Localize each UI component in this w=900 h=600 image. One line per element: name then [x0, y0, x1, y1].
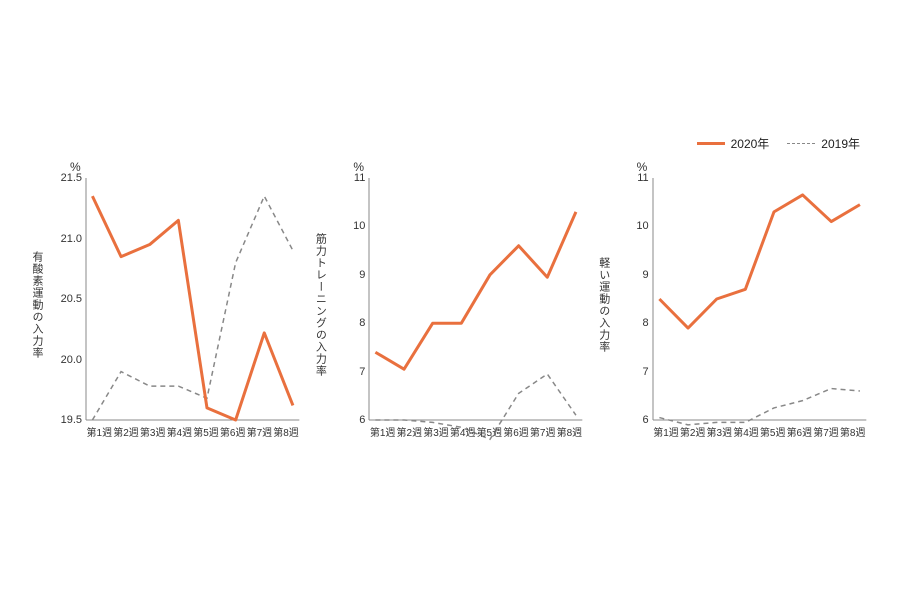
xtick: 第1週 — [86, 424, 113, 440]
panel-aerobic: 有酸素運動の入力率%19.520.020.521.021.5第1週第2週第3週第… — [30, 160, 303, 440]
xtick: 第2週 — [396, 424, 423, 440]
xtick: 第1週 — [369, 424, 396, 440]
figure-frame: 2020年 2019年 有酸素運動の入力率%19.520.020.521.021… — [0, 0, 900, 600]
xtick: 第5週 — [193, 424, 220, 440]
xtick: 第6週 — [219, 424, 246, 440]
legend-swatch-2020 — [697, 142, 725, 145]
xaxis-strength: 第1週第2週第3週第4週第5週第6週第7週第8週 — [369, 424, 582, 440]
xtick: 第2週 — [113, 424, 140, 440]
xtick: 第3週 — [139, 424, 166, 440]
ytick: 7 — [643, 366, 653, 378]
ylabel-aerobic: 有酸素運動の入力率 — [30, 190, 44, 420]
legend-item-2019: 2019年 — [787, 135, 860, 152]
plot-light: 67891011 — [653, 178, 866, 420]
ytick: 10 — [353, 220, 369, 232]
xaxis-aerobic: 第1週第2週第3週第4週第5週第6週第7週第8週 — [86, 424, 299, 440]
ytick: 19.5 — [61, 414, 86, 426]
xtick: 第8週 — [839, 424, 866, 440]
xtick: 第6週 — [503, 424, 530, 440]
ytick: 20.5 — [61, 293, 86, 305]
ytick: 9 — [643, 269, 653, 281]
legend-label-2020: 2020年 — [731, 135, 770, 152]
ytick: 21.5 — [61, 172, 86, 184]
legend-swatch-2019 — [787, 143, 815, 144]
xtick: 第8週 — [556, 424, 583, 440]
panel-light: 軽い運動の入力率%67891011第1週第2週第3週第4週第5週第6週第7週第8… — [597, 160, 870, 440]
xtick: 第4週 — [733, 424, 760, 440]
panel-strength: 筋力トレーニングの入力率%67891011第1週第2週第3週第4週第5週第6週第… — [313, 160, 586, 440]
series-2019 — [659, 389, 860, 425]
ytick: 10 — [636, 220, 652, 232]
xtick: 第3週 — [706, 424, 733, 440]
ytick: 8 — [359, 317, 369, 329]
xtick: 第5週 — [476, 424, 503, 440]
ylabel-strength: 筋力トレーニングの入力率 — [313, 190, 327, 420]
xtick: 第3週 — [423, 424, 450, 440]
xtick: 第1週 — [653, 424, 680, 440]
xaxis-light: 第1週第2週第3週第4週第5週第6週第7週第8週 — [653, 424, 866, 440]
ytick: 11 — [637, 172, 652, 184]
xtick: 第5週 — [759, 424, 786, 440]
xtick: 第4週 — [449, 424, 476, 440]
series-2020 — [92, 196, 293, 420]
ytick: 20.0 — [61, 354, 86, 366]
xtick: 第6週 — [786, 424, 813, 440]
ytick: 8 — [643, 317, 653, 329]
plot-aerobic: 19.520.020.521.021.5 — [86, 178, 299, 420]
xtick: 第2週 — [679, 424, 706, 440]
ytick: 6 — [643, 414, 653, 426]
panels-row: 有酸素運動の入力率%19.520.020.521.021.5第1週第2週第3週第… — [30, 160, 870, 440]
xtick: 第8週 — [273, 424, 300, 440]
ytick: 21.0 — [61, 233, 86, 245]
xtick: 第7週 — [246, 424, 273, 440]
ylabel-light: 軽い運動の入力率 — [597, 190, 611, 420]
plot-strength: 67891011 — [369, 178, 582, 420]
series-2020 — [659, 195, 860, 328]
legend: 2020年 2019年 — [697, 135, 860, 152]
xtick: 第7週 — [813, 424, 840, 440]
legend-label-2019: 2019年 — [821, 135, 860, 152]
legend-item-2020: 2020年 — [697, 135, 770, 152]
ytick: 11 — [354, 172, 369, 184]
xtick: 第4週 — [166, 424, 193, 440]
xtick: 第7週 — [529, 424, 556, 440]
series-2020 — [376, 212, 577, 369]
ytick: 6 — [359, 414, 369, 426]
ytick: 9 — [359, 269, 369, 281]
ytick: 7 — [359, 366, 369, 378]
